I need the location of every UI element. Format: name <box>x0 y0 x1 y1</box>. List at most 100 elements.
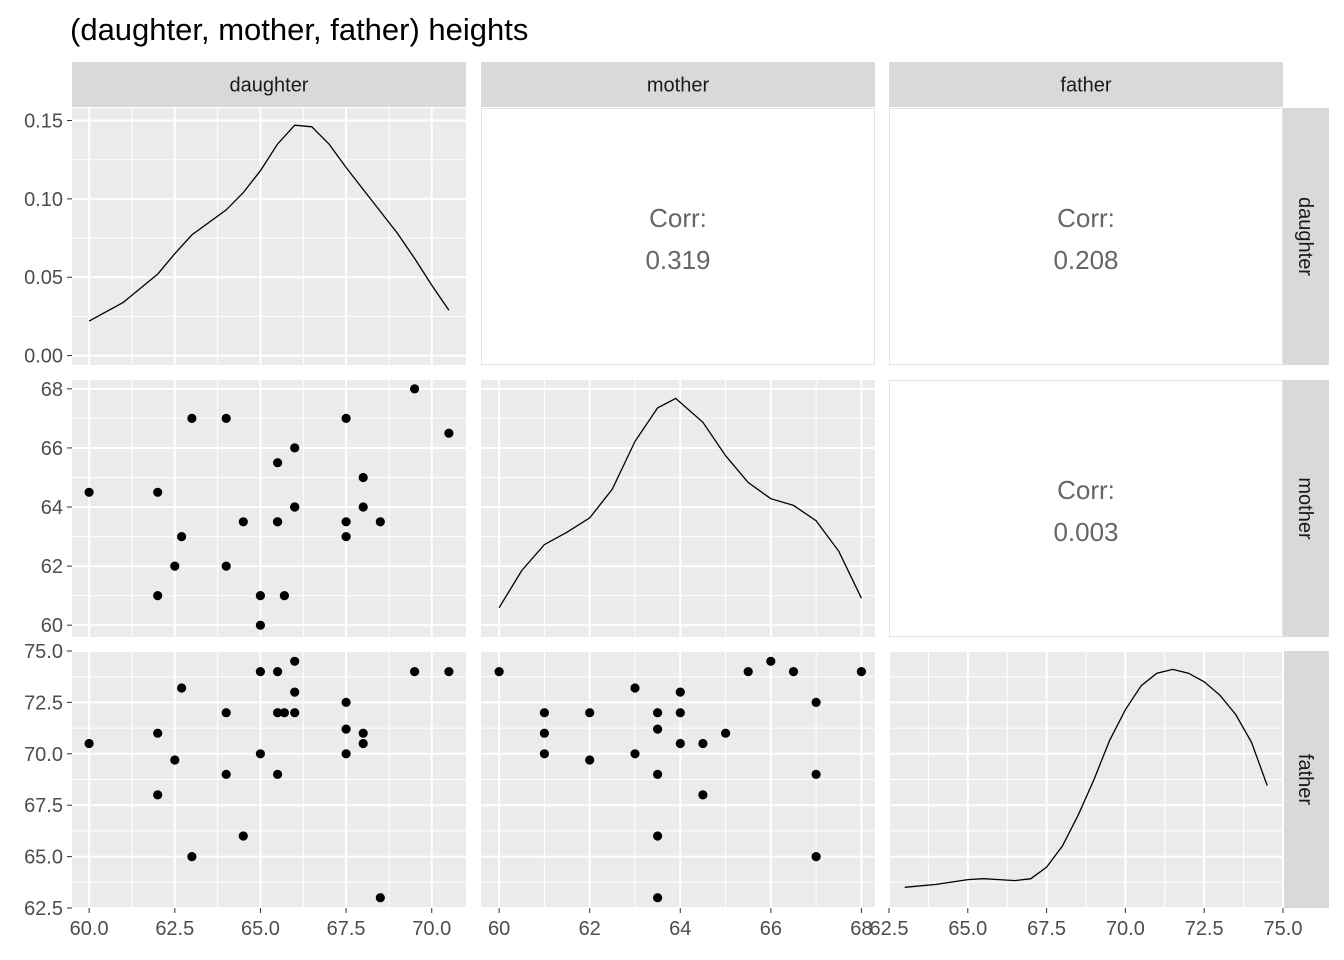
scatter-point <box>410 384 420 394</box>
scatter-point <box>153 487 163 497</box>
strip-right-mother <box>1283 380 1329 637</box>
scatter-point <box>675 687 685 697</box>
panel-mother-mother <box>481 380 875 637</box>
x-tick-label: 64 <box>669 918 691 940</box>
scatter-point <box>273 458 283 468</box>
y-tick-label: 68 <box>41 379 63 401</box>
y-tick-label: 0.10 <box>24 189 63 211</box>
scatter-point <box>358 728 368 738</box>
scatter-point <box>856 667 867 677</box>
scatter-point <box>221 769 231 780</box>
scatter-point <box>494 667 504 677</box>
y-tick-label: 65.0 <box>24 847 63 869</box>
panel-father-mother <box>481 650 875 909</box>
scatter-point <box>341 724 351 734</box>
scatter-point <box>273 517 283 527</box>
scatter-point <box>630 749 640 759</box>
corr-label: Corr: <box>1057 203 1115 233</box>
x-tick-label: 70.0 <box>412 918 451 940</box>
scatter-point <box>375 517 385 527</box>
scatter-point <box>585 755 595 765</box>
y-tick-label: 62 <box>41 556 63 578</box>
x-tick-label: 67.5 <box>327 918 366 940</box>
panel-mother-father: Corr: 0.003 <box>889 380 1283 637</box>
scatter-point <box>653 893 663 903</box>
y-tick-label: 70.0 <box>24 744 63 766</box>
scatter-point <box>290 656 300 666</box>
scatter-point <box>290 687 300 697</box>
scatter-point <box>84 487 94 497</box>
strip-top-mother <box>481 62 875 107</box>
scatter-point <box>255 591 265 601</box>
density-line-father <box>904 668 1268 888</box>
strip-right-father <box>1283 651 1329 908</box>
scatter-point <box>221 413 231 423</box>
y-tick-label: 64 <box>41 497 63 519</box>
scatter-point <box>358 502 368 512</box>
scatter-point <box>675 738 685 749</box>
scatter-point <box>358 738 368 749</box>
scatter-point <box>788 667 799 677</box>
scatter-point <box>585 708 595 718</box>
scatter-point <box>177 683 187 693</box>
scatter-point <box>811 697 821 708</box>
scatter-point <box>221 708 231 718</box>
x-tick-label: 68 <box>850 918 872 940</box>
panel-grid: daughter mother father daughter mother father… <box>24 62 1329 940</box>
scatter-point <box>273 667 283 677</box>
scatter-point <box>539 708 550 718</box>
scatter-point <box>539 728 550 738</box>
x-tick-label: 70.0 <box>1106 918 1145 940</box>
scatter-point <box>221 561 231 571</box>
strip-top-label-mother: mother <box>647 75 710 97</box>
scatter-point <box>675 708 685 718</box>
panel-bg <box>481 380 875 637</box>
strip-top-label-daughter: daughter <box>230 75 309 97</box>
x-tick-label: 62.5 <box>155 918 194 940</box>
scatter-point <box>290 443 300 453</box>
density-line-daughter <box>88 124 450 322</box>
scatter-point <box>539 749 550 759</box>
scatter-point <box>273 769 283 780</box>
x-tick-label: 60 <box>488 918 510 940</box>
panel-father-daughter <box>72 650 466 909</box>
scatter-point <box>653 831 663 841</box>
corr-panel-bg <box>481 108 875 365</box>
y-tick-label: 0.00 <box>24 346 63 368</box>
scatter-point <box>341 532 351 542</box>
scatter-point <box>170 755 180 765</box>
x-tick-label: 67.5 <box>1027 918 1066 940</box>
y-tick-label: 60 <box>41 615 63 637</box>
panel-bg <box>72 108 466 365</box>
scatter-point <box>279 591 289 601</box>
scatter-point <box>238 831 248 841</box>
strip-right-label-daughter: daughter <box>1294 197 1316 276</box>
x-tick-label: 65.0 <box>241 918 280 940</box>
x-tick-label: 72.5 <box>1185 918 1224 940</box>
scatter-point <box>444 667 454 677</box>
strip-top-daughter <box>72 62 466 107</box>
scatter-point <box>358 472 368 483</box>
scatter-point <box>743 667 753 677</box>
scatter-point <box>177 532 187 542</box>
scatter-point <box>170 561 180 571</box>
y-tick-label: 0.05 <box>24 267 63 289</box>
y-tick-label: 72.5 <box>24 692 63 714</box>
scatter-point <box>153 728 163 738</box>
scatter-point <box>341 697 351 708</box>
scatter-point <box>255 620 265 630</box>
x-tick-label: 62.5 <box>870 918 909 940</box>
y-tick-label: 66 <box>41 438 63 460</box>
panel-mother-daughter <box>72 380 466 637</box>
panel-daughter-father: Corr: 0.208 <box>889 108 1283 365</box>
scatter-point <box>653 708 663 718</box>
scatter-point <box>84 738 94 749</box>
x-tick-label: 62 <box>579 918 601 940</box>
y-tick-label: 67.5 <box>24 795 63 817</box>
x-tick-label: 60.0 <box>70 918 109 940</box>
scatter-point <box>187 852 197 862</box>
scatter-point <box>187 413 197 423</box>
scatter-point <box>375 893 385 903</box>
scatter-point <box>255 749 265 759</box>
strip-top-label-father: father <box>1060 75 1111 97</box>
